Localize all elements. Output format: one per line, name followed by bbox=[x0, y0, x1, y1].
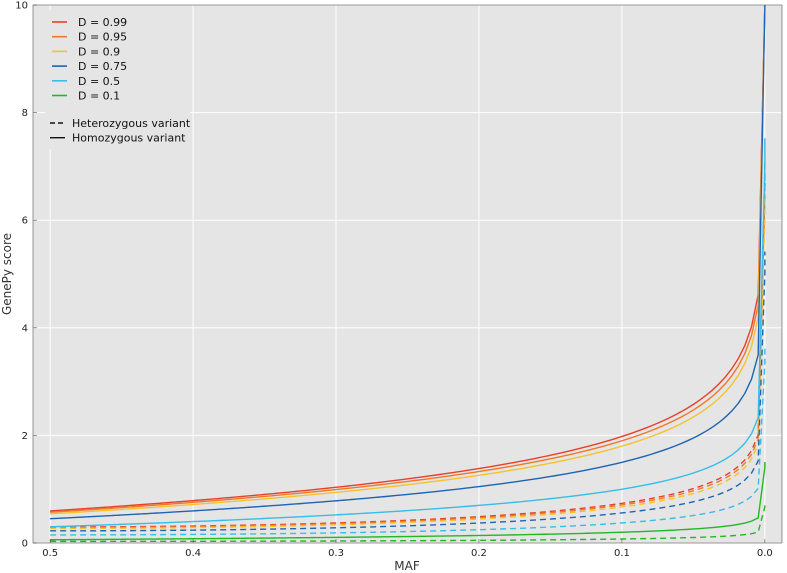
gridlines bbox=[33, 4, 782, 544]
series-heterozygous-line bbox=[50, 251, 766, 532]
series-homozygous-line bbox=[50, 462, 766, 541]
x-tick-label: 0.5 bbox=[42, 548, 58, 559]
series-lines bbox=[49, 5, 766, 543]
legend-entry-label: D = 0.1 bbox=[78, 90, 120, 103]
series-heterozygous-line bbox=[50, 173, 766, 529]
x-tick-label: 0.2 bbox=[471, 548, 487, 559]
plot-border bbox=[32, 4, 783, 544]
series-homozygous-line bbox=[49, 5, 766, 515]
legend-entry-label: D = 0.9 bbox=[78, 45, 120, 58]
legend-entry-label: D = 0.5 bbox=[78, 75, 120, 88]
x-tick-label: 0.0 bbox=[757, 548, 773, 559]
legend-entry-label: D = 0.99 bbox=[78, 16, 127, 29]
y-tick-label: 4 bbox=[22, 323, 28, 334]
y-tick-label: 0 bbox=[22, 539, 28, 550]
axis-ticks: 0.5 0.4 0.3 0.2 0.1 0.0 0 2 4 6 8 10 bbox=[15, 1, 773, 560]
legend-entry-label: D = 0.75 bbox=[78, 60, 127, 73]
series-heterozygous-line bbox=[50, 348, 766, 536]
x-axis-title: MAF bbox=[394, 559, 420, 573]
legend: D = 0.99 D = 0.95D = 0.9 D = 0.75 D = 0.5 D … bbox=[45, 10, 191, 149]
series-homozygous-line bbox=[49, 5, 766, 520]
legend-style-label: Heterozygous variant bbox=[72, 117, 191, 130]
legend-style-label: Homozygous variant bbox=[72, 132, 186, 145]
y-tick-label: 8 bbox=[22, 108, 28, 119]
y-tick-label: 2 bbox=[22, 431, 28, 442]
x-tick-label: 0.4 bbox=[185, 548, 201, 559]
series-homozygous-line bbox=[50, 138, 766, 528]
x-tick-label: 0.3 bbox=[328, 548, 344, 559]
legend-entry-label: D = 0.95 bbox=[78, 31, 127, 44]
series-heterozygous-line bbox=[50, 504, 766, 543]
x-tick-label: 0.1 bbox=[614, 548, 630, 559]
y-tick-label: 6 bbox=[22, 216, 28, 227]
series-heterozygous-line bbox=[50, 193, 766, 530]
series-homozygous-line bbox=[49, 5, 766, 512]
y-axis-title: GenePy score bbox=[0, 233, 14, 315]
legend-box bbox=[45, 10, 190, 149]
series-homozygous-line bbox=[49, 5, 766, 513]
y-tick-label: 10 bbox=[15, 1, 28, 12]
